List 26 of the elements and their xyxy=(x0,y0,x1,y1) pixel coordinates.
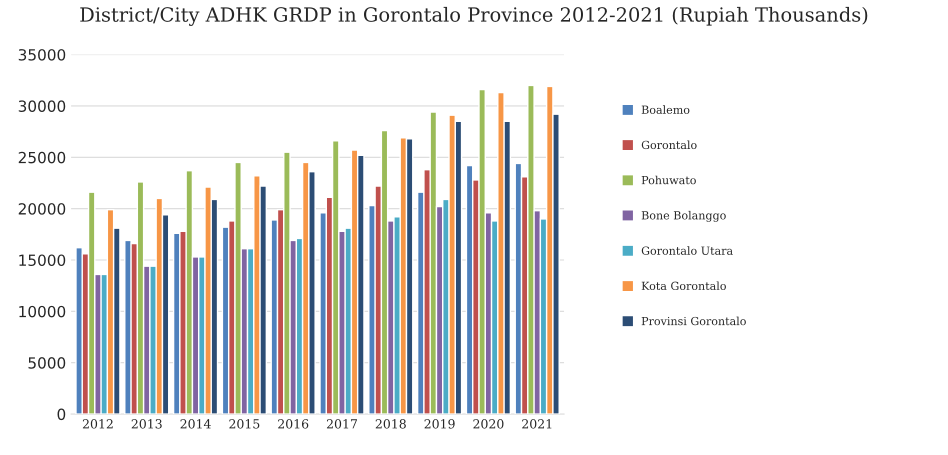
y-tick-label: 25000 xyxy=(18,152,66,164)
legend-label: Kota Gorontalo xyxy=(642,281,726,290)
x-tick-label: 2021 xyxy=(522,419,552,429)
x-tick-label: 2019 xyxy=(424,419,455,429)
legend-label: Gorontalo Utara xyxy=(642,246,733,255)
x-tick-label: 2020 xyxy=(473,419,504,429)
chart-title: District/City ADHK GRDP in Gorontalo Province 2012-2021 (Rupiah Thousands) xyxy=(80,6,868,26)
x-tick-label: 2017 xyxy=(326,419,357,429)
y-tick-label: 35000 xyxy=(18,49,66,61)
y-tick-label: 30000 xyxy=(18,100,66,112)
x-tick-label: 2015 xyxy=(229,419,260,429)
x-tick-label: 2013 xyxy=(132,419,162,429)
legend-label: Boalemo xyxy=(642,105,690,114)
x-tick-label: 2012 xyxy=(82,419,113,429)
y-tick-label: 10000 xyxy=(19,306,66,318)
y-tick-label: 5000 xyxy=(28,357,66,369)
y-tick-label: 20000 xyxy=(18,203,66,215)
x-tick-label: 2018 xyxy=(376,419,406,429)
legend-label: Bone Bolanggo xyxy=(642,210,726,222)
y-tick-label: 0 xyxy=(58,408,66,420)
x-tick-label: 2014 xyxy=(180,419,211,429)
legend-label: Provinsi Gorontalo xyxy=(642,316,746,326)
y-tick-label: 15000 xyxy=(19,254,66,266)
legend-label: Pohuwato xyxy=(642,176,696,184)
x-tick-label: 2016 xyxy=(278,419,308,429)
legend-label: Gorontalo xyxy=(642,140,697,150)
